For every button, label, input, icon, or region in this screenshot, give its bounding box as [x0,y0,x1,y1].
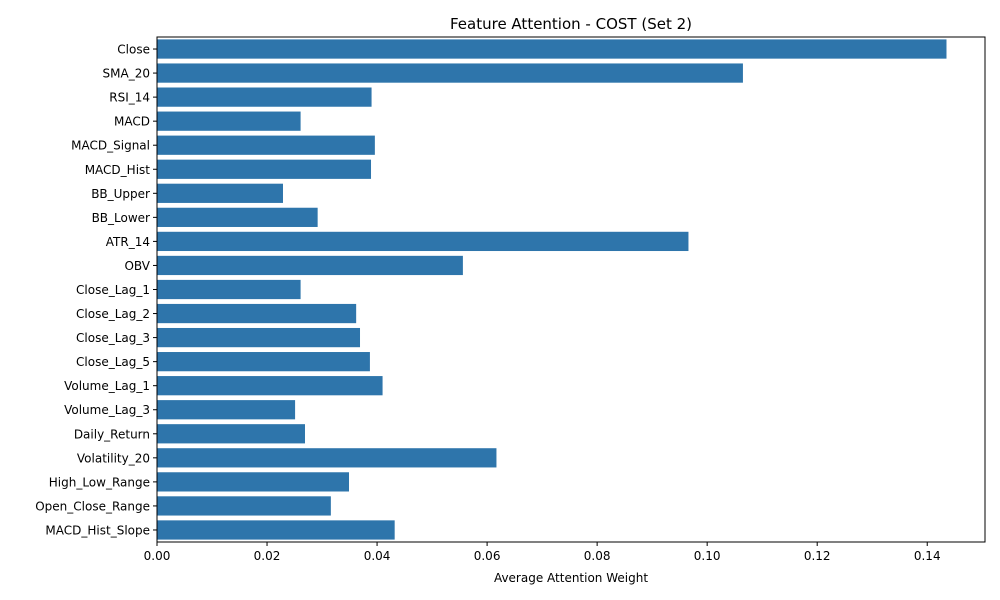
x-tick-label: 0.10 [694,549,721,563]
x-axis-label: Average Attention Weight [494,571,648,585]
y-tick-label: Close_Lag_2 [76,307,150,321]
bar-high-low-range [157,472,350,492]
bar-volatility-20 [157,448,497,468]
x-tick-label: 0.02 [254,549,281,563]
y-tick-label: Open_Close_Range [35,499,150,513]
bar-macd-hist [157,159,372,179]
bars-group [157,39,947,540]
y-tick-label: RSI_14 [109,91,150,105]
bar-volume-lag-1 [157,376,383,396]
y-tick-label: MACD_Hist [85,163,151,177]
y-tick-label: High_Low_Range [49,475,150,489]
chart-title: Feature Attention - COST (Set 2) [450,15,692,33]
bar-close [157,39,947,59]
x-tick-label: 0.12 [804,549,831,563]
bar-close-lag-1 [157,279,301,300]
bar-close-lag-2 [157,303,357,324]
y-tick-label: Volume_Lag_3 [64,403,150,417]
y-tick-label: Close_Lag_5 [76,355,150,369]
bar-sma-20 [157,63,743,83]
bar-daily-return [157,424,305,444]
bar-close-lag-3 [157,327,361,348]
y-tick-label: MACD [114,115,150,129]
bar-macd-signal [157,135,375,155]
x-tick-label: 0.04 [364,549,391,563]
bar-rsi-14 [157,87,372,107]
bar-bb-lower [157,207,318,227]
y-tick-label: SMA_20 [103,67,150,81]
x-axis-ticks: 0.00 0.02 0.04 0.06 0.08 0.10 0.12 0.14 [144,542,941,563]
axes-frame [156,36,986,543]
y-tick-label: MACD_Hist_Slope [45,523,150,537]
y-tick-label: Daily_Return [74,427,150,441]
x-tick-label: 0.00 [144,549,171,563]
y-tick-label: Volatility_20 [77,451,150,465]
plot-border [156,36,986,543]
y-tick-label: BB_Lower [92,211,150,225]
bar-open-close-range [157,496,331,516]
bar-atr-14 [157,231,689,252]
bar-close-lag-5 [157,352,370,372]
y-tick-label: MACD_Signal [71,139,150,153]
bar-macd [157,111,301,131]
y-axis-ticks: Close SMA_20 RSI_14 MACD MACD_Signal MACD_His… [35,43,157,537]
y-tick-label: Close_Lag_1 [76,283,150,297]
bar-bb-upper [157,183,283,203]
x-tick-label: 0.08 [584,549,611,563]
y-tick-label: Volume_Lag_1 [64,379,150,393]
bar-volume-lag-3 [157,400,296,420]
y-tick-label: OBV [124,259,150,273]
y-tick-label: Close [117,43,150,57]
y-tick-label: BB_Upper [91,187,150,201]
y-tick-label: Close_Lag_3 [76,331,150,345]
x-tick-label: 0.14 [914,549,941,563]
y-tick-label: ATR_14 [106,235,150,249]
x-tick-label: 0.06 [474,549,501,563]
bar-macd-hist-slope [157,520,395,540]
bar-obv [157,255,463,276]
